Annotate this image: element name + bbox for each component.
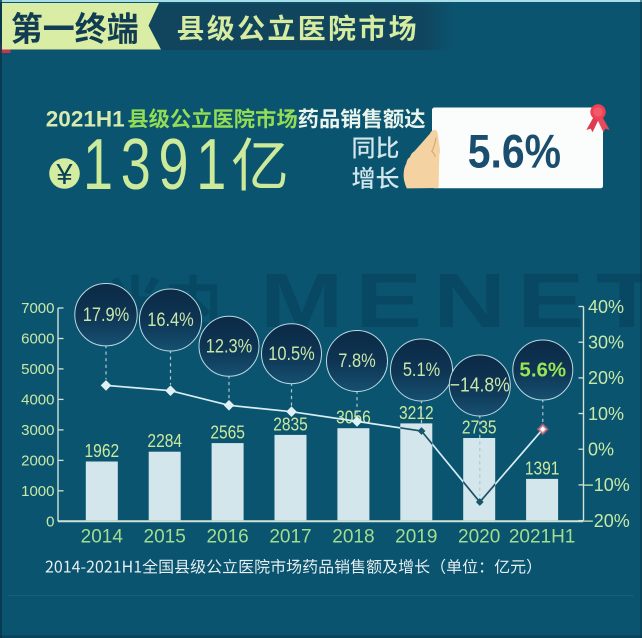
svg-text:5.6%: 5.6% [468, 126, 561, 178]
svg-text:10%: 10% [588, 404, 624, 424]
svg-text:¥: ¥ [55, 159, 73, 191]
svg-text:2019: 2019 [395, 527, 437, 548]
svg-text:5.1%: 5.1% [403, 359, 440, 381]
svg-text:2016: 2016 [206, 527, 248, 548]
svg-text:1962: 1962 [85, 441, 120, 461]
svg-text:2017: 2017 [269, 527, 311, 548]
svg-text:1391: 1391 [525, 458, 560, 478]
svg-text:12.3%: 12.3% [206, 335, 253, 357]
svg-text:16.4%: 16.4% [147, 309, 194, 331]
svg-text:2735: 2735 [462, 417, 497, 437]
svg-text:−14.8%: −14.8% [450, 374, 510, 396]
svg-text:−10%: −10% [583, 475, 630, 495]
svg-text:2018: 2018 [332, 527, 374, 548]
svg-text:2014: 2014 [81, 527, 124, 548]
svg-text:2835: 2835 [273, 414, 308, 434]
svg-text:0%: 0% [588, 440, 614, 460]
svg-text:2565: 2565 [210, 422, 245, 442]
svg-text:1000: 1000 [21, 483, 54, 500]
svg-text:−20%: −20% [583, 511, 630, 531]
svg-text:2284: 2284 [147, 431, 182, 451]
svg-text:2020: 2020 [458, 527, 500, 548]
svg-text:5.6%: 5.6% [519, 359, 566, 382]
svg-text:4000: 4000 [21, 392, 54, 409]
svg-text:5000: 5000 [21, 361, 54, 378]
svg-text:30%: 30% [588, 333, 624, 353]
svg-text:40%: 40% [588, 297, 624, 317]
svg-text:2000: 2000 [21, 453, 54, 470]
svg-text:6000: 6000 [21, 331, 54, 348]
svg-text:20%: 20% [588, 368, 624, 388]
svg-text:7.8%: 7.8% [338, 350, 375, 372]
svg-text:0: 0 [46, 514, 54, 531]
svg-text:7000: 7000 [21, 300, 54, 317]
svg-text:3212: 3212 [399, 403, 434, 423]
svg-text:17.9%: 17.9% [83, 304, 130, 326]
svg-text:3000: 3000 [21, 422, 54, 439]
svg-text:10.5%: 10.5% [268, 343, 315, 365]
svg-text:2015: 2015 [144, 527, 186, 548]
svg-text:MENET: MENET [260, 257, 642, 343]
svg-text:2021H1: 2021H1 [509, 527, 576, 548]
svg-text:1391: 1391 [83, 125, 234, 205]
svg-text:3056: 3056 [336, 408, 371, 428]
svg-text:2021H1: 2021H1 [46, 107, 125, 132]
